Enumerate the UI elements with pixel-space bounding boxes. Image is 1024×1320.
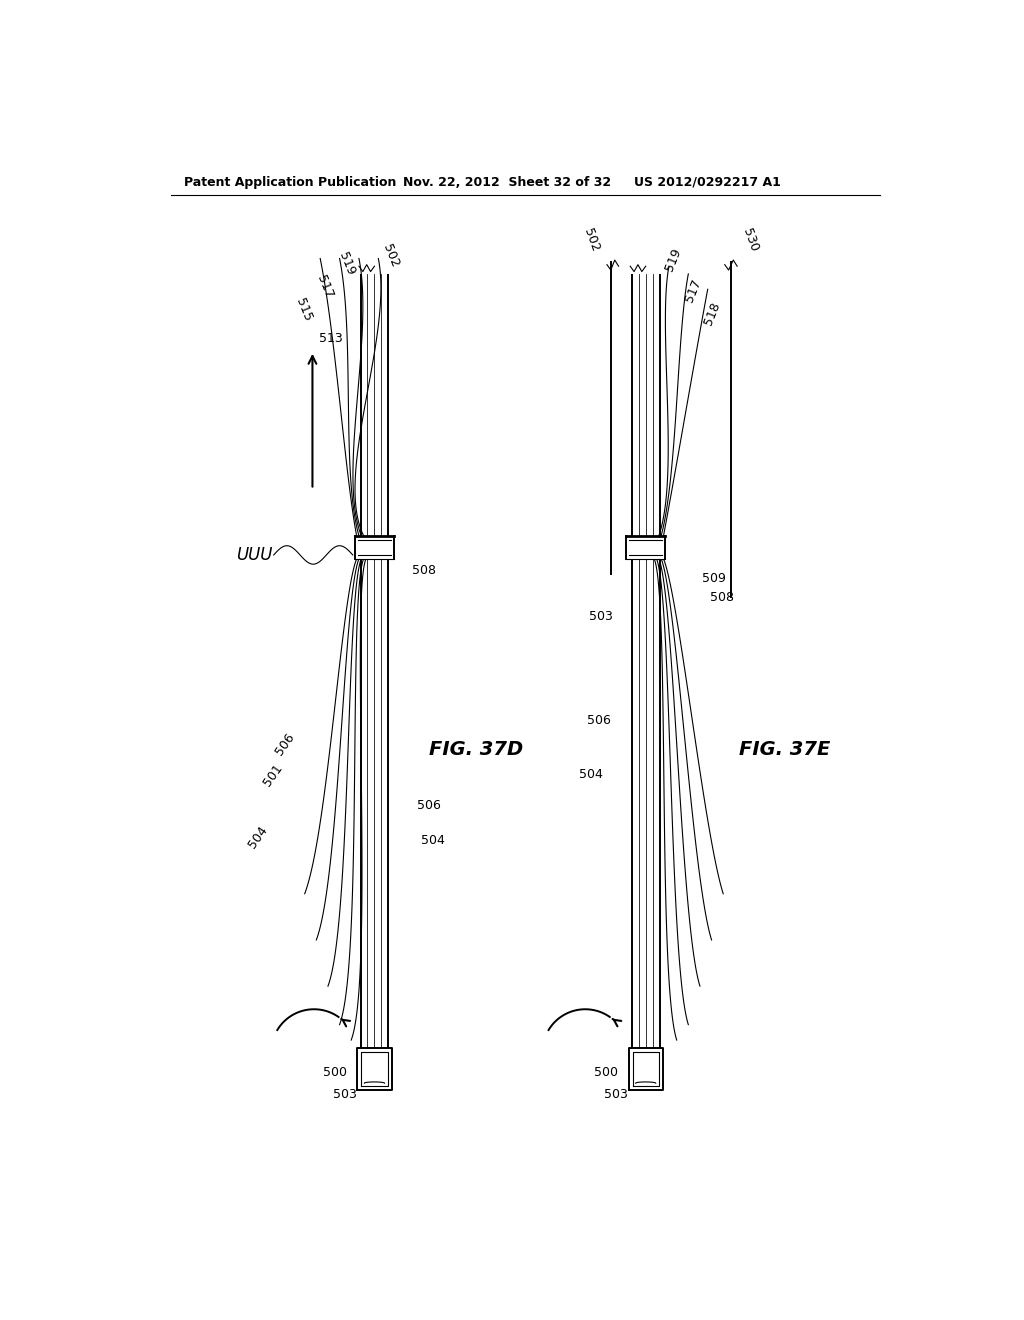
- Text: 502: 502: [582, 227, 601, 253]
- Text: 509: 509: [702, 572, 726, 585]
- Text: 506: 506: [587, 714, 611, 727]
- Text: UUU: UUU: [237, 546, 272, 564]
- Text: 517: 517: [683, 277, 703, 304]
- Bar: [627, 536, 665, 558]
- Text: 504: 504: [580, 768, 603, 781]
- Text: 506: 506: [272, 731, 297, 758]
- Text: 519: 519: [337, 249, 357, 277]
- Text: 508: 508: [710, 591, 734, 605]
- Text: FIG. 37E: FIG. 37E: [738, 741, 830, 759]
- Bar: [355, 536, 394, 558]
- Text: 503: 503: [604, 1088, 628, 1101]
- Text: 513: 513: [318, 331, 342, 345]
- Text: 504: 504: [421, 834, 444, 846]
- Text: 503: 503: [589, 610, 612, 623]
- Text: 502: 502: [381, 242, 401, 269]
- Text: 519: 519: [663, 246, 684, 273]
- Text: 503: 503: [333, 1088, 356, 1101]
- Text: 508: 508: [412, 564, 435, 577]
- Text: 506: 506: [417, 799, 441, 812]
- Text: 501: 501: [261, 762, 286, 789]
- Text: US 2012/0292217 A1: US 2012/0292217 A1: [634, 176, 781, 189]
- Text: 517: 517: [314, 273, 336, 300]
- Text: 504: 504: [246, 824, 270, 850]
- Text: FIG. 37D: FIG. 37D: [429, 741, 523, 759]
- Text: 518: 518: [701, 300, 723, 327]
- Text: Nov. 22, 2012  Sheet 32 of 32: Nov. 22, 2012 Sheet 32 of 32: [403, 176, 611, 189]
- Text: 500: 500: [323, 1067, 346, 1080]
- Text: 530: 530: [740, 227, 761, 253]
- Text: Patent Application Publication: Patent Application Publication: [183, 176, 396, 189]
- Text: 500: 500: [594, 1067, 617, 1080]
- Text: 515: 515: [293, 296, 314, 323]
